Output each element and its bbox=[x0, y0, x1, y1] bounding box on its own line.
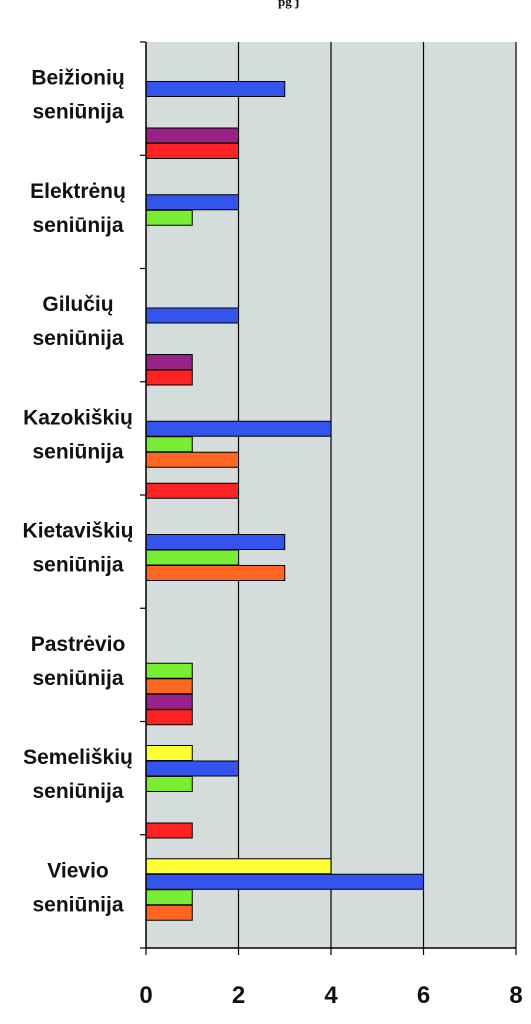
bar-5-3 bbox=[145, 678, 193, 695]
bar-1-1 bbox=[145, 194, 239, 211]
bar-5-2 bbox=[145, 662, 193, 679]
bar-0-4 bbox=[145, 127, 239, 144]
x-tick-label-0: 0 bbox=[139, 982, 152, 1009]
category-label-3-line-1: seniūnija bbox=[32, 440, 123, 463]
bar-0-5 bbox=[145, 143, 239, 159]
category-label-5-line-1: seniūnija bbox=[32, 667, 123, 690]
category-label-1-line-0: Elektrėnų bbox=[30, 180, 126, 203]
category-label-3-line-0: Kazokiškių bbox=[23, 406, 133, 429]
x-tick-label-3: 6 bbox=[417, 982, 430, 1009]
category-label-5-line-0: Pastrėvio bbox=[31, 633, 126, 656]
bar-4-3 bbox=[145, 565, 286, 581]
bar-3-1 bbox=[145, 420, 332, 437]
bar-4-2 bbox=[145, 549, 239, 566]
bar-3-2 bbox=[145, 436, 193, 453]
bar-6-5 bbox=[145, 822, 193, 839]
category-label-0-line-1: seniūnija bbox=[32, 101, 123, 124]
bar-7-2 bbox=[145, 889, 193, 906]
bar-4-1 bbox=[145, 534, 286, 550]
bar-6-1 bbox=[145, 760, 239, 777]
category-label-1-line-1: seniūnija bbox=[32, 214, 123, 237]
category-label-6-line-1: seniūnija bbox=[32, 780, 123, 803]
category-labels: Beižionių seniūnija Elektrėnų seniūnija Gilu… bbox=[23, 67, 134, 917]
bar-3-3 bbox=[145, 451, 239, 468]
bar-3-5 bbox=[145, 482, 239, 499]
bar-2-4 bbox=[145, 354, 193, 370]
bar-1-2 bbox=[145, 209, 193, 226]
bar-6-2 bbox=[145, 776, 193, 792]
bar-0-1 bbox=[145, 81, 286, 97]
x-tick-labels: 0 2 4 6 8 bbox=[139, 982, 522, 1009]
category-label-4-line-1: seniūnija bbox=[32, 554, 123, 577]
axes bbox=[140, 41, 517, 955]
category-label-6-line-0: Semeliškių bbox=[23, 746, 133, 769]
header-fragment: pg j bbox=[278, 0, 299, 9]
bar-5-4 bbox=[145, 693, 193, 710]
category-label-7-line-1: seniūnija bbox=[32, 893, 123, 916]
bar-7-1 bbox=[145, 873, 424, 890]
bar-7-0 bbox=[145, 858, 332, 875]
bar-2-5 bbox=[145, 369, 193, 386]
category-label-2-line-0: Gilučių bbox=[42, 293, 113, 316]
bar-5-5 bbox=[145, 709, 193, 726]
x-tick-label-2: 4 bbox=[324, 982, 338, 1009]
x-tick-label-1: 2 bbox=[232, 982, 245, 1009]
bar-7-3 bbox=[145, 904, 193, 921]
category-label-7-line-0: Vievio bbox=[47, 859, 108, 882]
bar-2-1 bbox=[145, 307, 239, 324]
category-label-2-line-1: seniūnija bbox=[32, 327, 123, 350]
category-label-4-line-0: Kietaviškių bbox=[23, 520, 134, 543]
x-tick-label-4: 8 bbox=[509, 982, 522, 1009]
bar-6-0 bbox=[145, 745, 193, 761]
category-label-0-line-0: Beižionių bbox=[31, 67, 124, 90]
bars bbox=[145, 81, 424, 921]
gridlines bbox=[237, 42, 517, 948]
